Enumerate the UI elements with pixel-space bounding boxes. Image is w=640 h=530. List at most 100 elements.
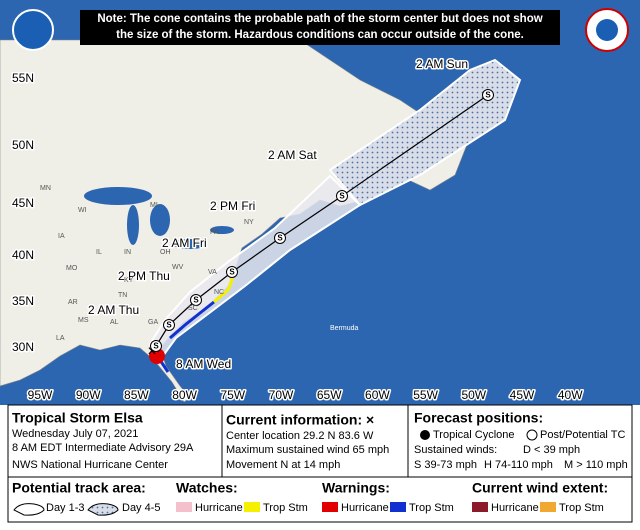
section-heading: Current wind extent: [472,480,608,496]
forecast-point-letter: S [166,321,172,330]
section-heading: Potential track area: [12,480,146,496]
state-label: PA [210,229,219,236]
state-label: MI [150,202,158,209]
legend-text: Tropical Cyclone [433,429,515,441]
forecast-point-letter: S [229,268,235,277]
day-4-5-swatch [87,503,119,516]
legend-panel [7,476,633,523]
state-label: GA [148,319,158,326]
note-line: the size of the storm. Hazardous conditi… [116,29,524,41]
forecast-point [150,340,162,352]
forecast-label: 2 AM Sat [268,148,317,162]
nws-logo-inner [596,19,618,41]
legend-text: H 74-110 mph [484,459,553,471]
swatch [322,502,338,512]
state-label: VA [208,269,217,276]
note-line: Note: The cone contains the probable pat… [97,13,542,25]
place-label: Bermuda [330,325,359,332]
longitude-label: 95W [28,388,53,402]
legend-text: Trop Stm [409,502,454,514]
state-label: MN [40,185,51,192]
state-label: IL [96,249,102,256]
legend-text: Trop Stm [263,502,308,514]
legend-text: Trop Stm [559,502,604,514]
info-text: 8 AM EDT Intermediate Advisory 29A [12,442,194,454]
longitude-label: 70W [269,388,294,402]
longitude-label: 80W [172,388,197,402]
state-label: NC [214,289,224,296]
forecast-point-letter: S [277,234,283,243]
longitude-label: 90W [76,388,101,402]
tc-symbol [420,430,430,440]
state-label: AL [110,319,119,326]
state-label: OH [160,249,171,256]
longitude-label: 55W [413,388,438,402]
latitude-label: 40N [12,248,34,262]
forecast-label: 2 PM Fri [210,199,255,213]
info-text: Maximum sustained wind 65 mph [226,444,389,456]
forecast-point-letter: S [153,342,159,351]
forecast-point [226,266,238,278]
forecast-point [336,190,348,202]
longitude-label: 45W [510,388,535,402]
forecast-label: 2 AM Thu [88,303,139,317]
longitude-label: 60W [365,388,390,402]
latitude-label: 50N [12,138,34,152]
state-label: IN [124,249,131,256]
longitude-label: 50W [461,388,486,402]
info-text: Wednesday July 07, 2021 [12,428,138,440]
latitude-label: 30N [12,340,34,354]
forecast-point-letter: S [193,296,199,305]
latitude-label: 35N [12,294,34,308]
cone-day-1-3 [148,174,362,362]
legend-text: D < 39 mph [523,444,580,456]
legend-text: M > 110 mph [564,459,628,471]
swatch [390,502,406,512]
legend-text: Day 1-3 [46,502,85,514]
forecast-point-letter: S [485,91,491,100]
section-heading: Forecast positions: [414,410,543,426]
longitude-label: 65W [317,388,342,402]
legend-text: Sustained winds: [414,444,497,456]
current-position: × [147,343,156,360]
state-label: AR [68,299,78,306]
forecast-label: 2 AM Fri [162,236,207,250]
state-label: WV [172,264,184,271]
forecast-label: 8 AM Wed [176,357,231,371]
state-label: TN [118,292,127,299]
info-text: Center location 29.2 N 83.6 W [226,430,374,442]
swatch [540,502,556,512]
legend-text: Hurricane [341,502,389,514]
longitude-label: 40W [558,388,583,402]
legend-text: Hurricane [195,502,243,514]
note-box [80,10,560,45]
post-tc-symbol [526,429,538,441]
info-text: NWS National Hurricane Center [12,459,168,471]
longitude-label: 85W [124,388,149,402]
legend-text: Day 4-5 [122,502,161,514]
state-label: SC [188,305,198,312]
day-1-3-swatch [13,503,45,516]
forecast-point [482,89,494,101]
state-label: IA [58,233,65,240]
forecast-point-letter: S [339,192,345,201]
section-heading: Warnings: [322,480,390,496]
hurricane-wind-extent [149,348,165,364]
info-panel [7,404,633,478]
state-label: WI [78,207,87,214]
swatch [176,502,192,512]
latitude-label: 55N [12,71,34,85]
state-label: LA [56,335,65,342]
section-heading: Watches: [176,480,238,496]
coast-warning-trop-stm [169,300,215,340]
swatch [244,502,260,512]
state-label: MS [78,317,89,324]
forecast-point [190,294,202,306]
storm-title: Tropical Storm Elsa [12,410,143,426]
state-label: KY [124,277,134,284]
section-heading: Current information: × [226,412,374,428]
forecast-point [163,319,175,331]
longitude-label: 75W [220,388,245,402]
info-text: Movement N at 14 mph [226,459,340,471]
